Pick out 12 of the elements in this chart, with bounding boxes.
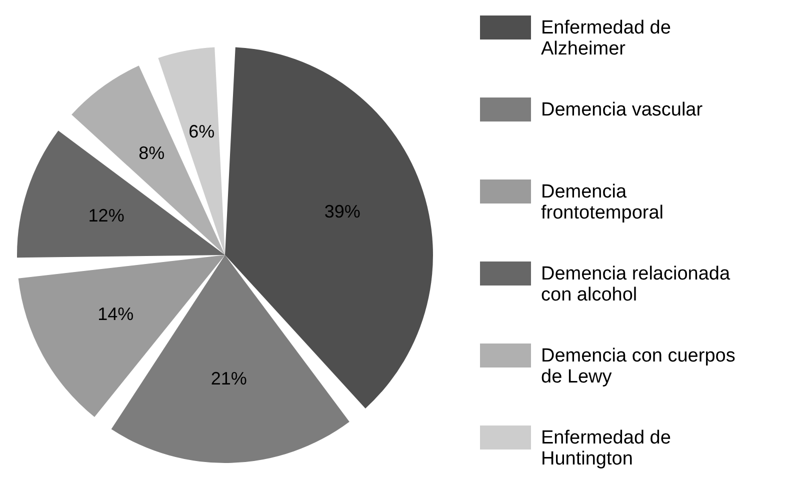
legend-label: Demencia con cuerpos de Lewy bbox=[541, 346, 736, 388]
data-label: 39% bbox=[324, 202, 360, 222]
legend-label: Demencia relacionada con alcohol bbox=[541, 264, 730, 306]
data-label: 12% bbox=[88, 205, 124, 226]
data-label: 8% bbox=[138, 143, 165, 164]
legend-label: Enfermedad de Huntington bbox=[541, 428, 671, 470]
data-label: 14% bbox=[98, 304, 134, 324]
data-label: 6% bbox=[188, 121, 215, 142]
data-label: 21% bbox=[210, 368, 247, 389]
legend-label: Enfermedad de Alzheimer bbox=[541, 18, 671, 60]
legend-label: Demencia vascular bbox=[541, 100, 704, 120]
legend-label: Demencia frontotemporal bbox=[541, 182, 664, 224]
